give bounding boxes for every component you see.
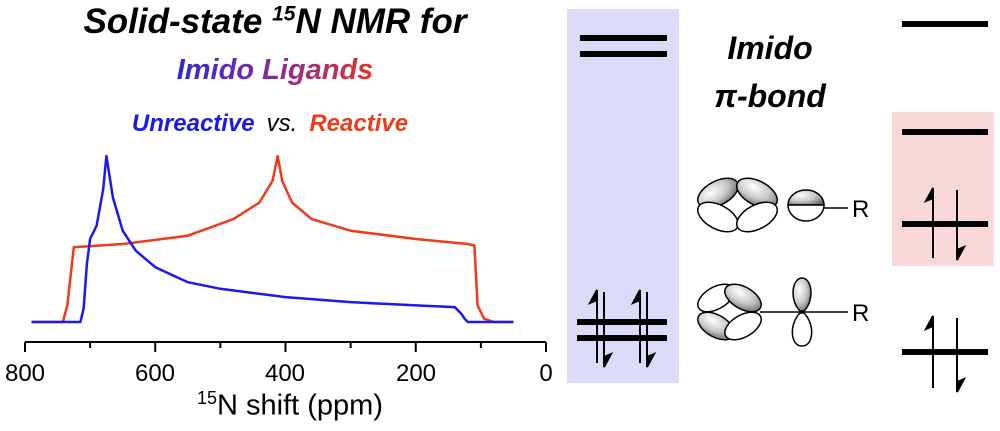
blue-panel	[567, 9, 679, 383]
mo-label: Imido π-bond	[690, 24, 850, 120]
x-axis-label: 15N shift (ppm)	[140, 388, 440, 423]
legend: Unreactive vs. Reactive	[60, 110, 480, 138]
nmr-spectrum-chart	[24, 154, 547, 352]
series-line-unreactive	[31, 154, 514, 324]
bottom-electron-arrows	[923, 315, 967, 393]
x-tick-label-200: 200	[395, 360, 437, 387]
title-suffix: N NMR for	[295, 2, 467, 41]
series-layer	[31, 154, 514, 324]
title-prefix: Solid-state	[83, 2, 273, 41]
legend-unreactive: Unreactive	[131, 110, 255, 137]
chart-title: Solid-state 15N NMR for	[40, 2, 510, 42]
upper-orbital-r-label: R	[852, 196, 869, 223]
legend-reactive: Reactive	[309, 110, 409, 137]
upper-orbital-drawing	[697, 177, 848, 233]
x-axis-ticks	[24, 342, 547, 352]
blue-panel-lower-levels	[577, 319, 667, 341]
lower-orbital-r-label: R	[852, 300, 869, 327]
x-axis-label-superscript: 15	[196, 388, 218, 408]
blue-panel-electron-arrows	[587, 289, 657, 368]
legend-vs: vs.	[266, 110, 298, 137]
x-axis-label-text: N shift (ppm)	[217, 389, 383, 422]
lower-orbital-drawing	[697, 277, 848, 347]
mo-label-line2: π-bond	[714, 78, 826, 114]
x-tick-label-800: 800	[4, 360, 46, 387]
blue-panel-upper-levels	[580, 35, 667, 57]
red-panel	[892, 112, 994, 266]
title-superscript: 15	[272, 2, 296, 26]
mo-label-line1: Imido	[727, 30, 813, 66]
x-tick-label-0: 0	[539, 360, 553, 387]
x-tick-label-400: 400	[264, 360, 306, 387]
red-panel-electron-arrows	[923, 187, 967, 261]
mo-diagram: R R	[567, 9, 994, 393]
x-tick-label-600: 600	[134, 360, 176, 387]
